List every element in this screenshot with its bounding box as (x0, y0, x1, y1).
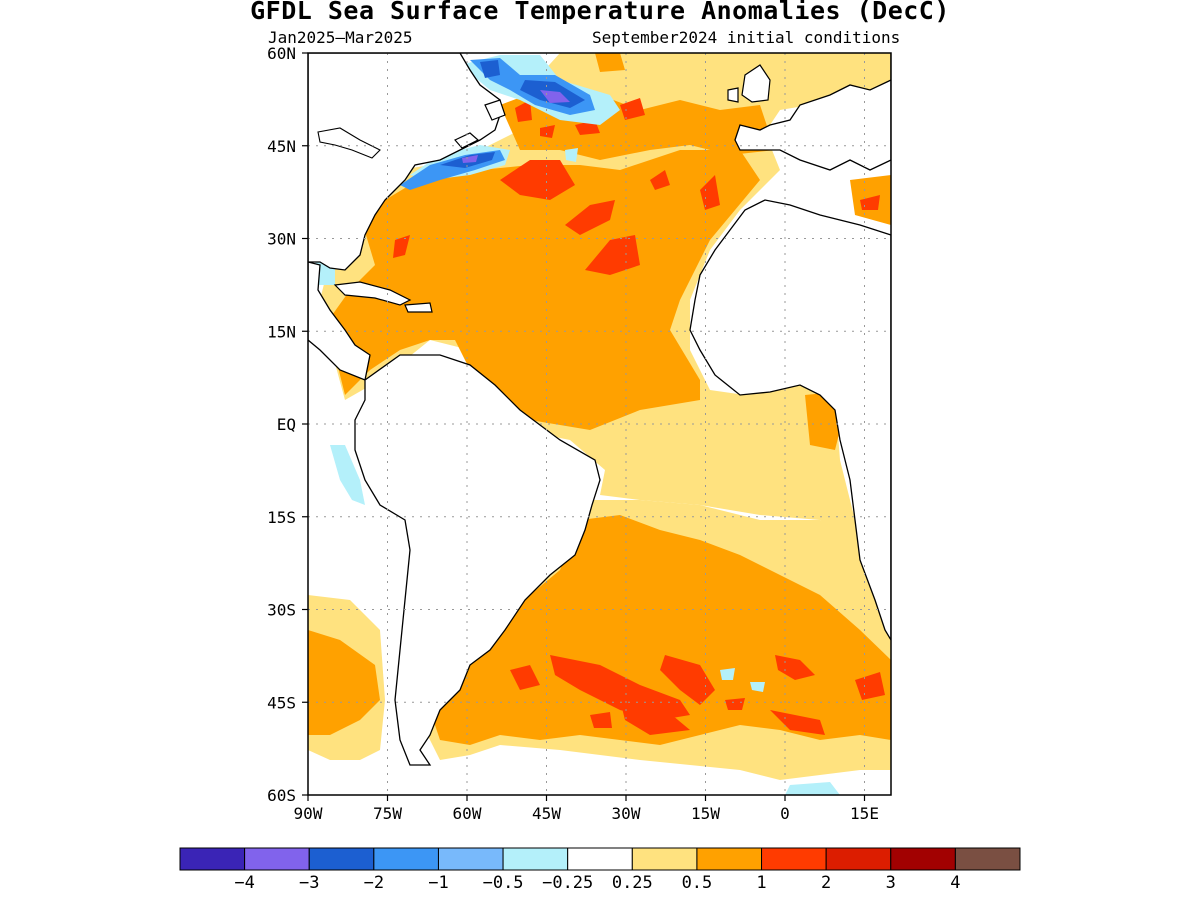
anomaly-region-2-south (510, 655, 885, 735)
anomaly-region-1-north (325, 150, 760, 430)
colorbar-swatch (890, 847, 956, 871)
anomaly-field (308, 53, 891, 795)
land-nova-scotia (454, 132, 480, 149)
colorbar-swatch (502, 847, 569, 871)
colorbar-label: −1 (428, 873, 448, 893)
lat-tick-label: 15S (267, 508, 296, 527)
lat-tick-label: EQ (277, 415, 296, 434)
lat-tick-label: 15N (267, 322, 296, 341)
colorbar-label: −0.5 (483, 873, 524, 893)
lat-tick-label: 30S (267, 601, 296, 620)
longitude-axis: 90W 75W 60W 45W 30W 15W 0 15E (294, 795, 879, 823)
colorbar-label: 2 (821, 873, 831, 893)
colorbar-swatch (373, 847, 439, 871)
colorbar-swatch (761, 847, 827, 871)
colorbar-swatch (179, 847, 246, 871)
anomaly-region-1-south (430, 515, 891, 745)
lat-tick-label: 45S (267, 693, 296, 712)
anomaly-region-2-north-3 (313, 98, 880, 252)
map-title: GFDL Sea Surface Temperature Anomalies (… (250, 0, 950, 25)
anomaly-region-neg-2 (440, 60, 585, 168)
colorbar-swatch (437, 847, 504, 871)
land-cuba (333, 281, 433, 313)
land-europe (734, 53, 891, 171)
anomaly-region-2-north (393, 160, 720, 275)
colorbar-swatch (954, 847, 1021, 871)
lon-tick-label: 0 (780, 804, 790, 823)
colorbar-label: 0.25 (612, 873, 653, 893)
land-newfoundland (484, 99, 506, 121)
lon-tick-label: 15E (850, 804, 879, 823)
land-north-america (308, 53, 501, 271)
forecast-period: Jan2025–Mar2025 (268, 28, 413, 47)
colorbar-swatch (567, 847, 633, 871)
lat-tick-label: 60N (267, 44, 296, 63)
initial-conditions: September2024 initial conditions (592, 28, 901, 47)
anomaly-region-1-sw (308, 630, 380, 735)
colorbar-label: 3 (886, 873, 896, 893)
lon-tick-label: 30W (612, 804, 641, 823)
lon-tick-label: 60W (453, 804, 482, 823)
colorbar-label: −3 (299, 873, 319, 893)
colorbar-label: −2 (364, 873, 384, 893)
colorbar-label: 4 (950, 873, 960, 893)
colorbar-swatch (696, 847, 763, 871)
colorbar-label: −0.25 (542, 873, 593, 893)
anomaly-region-neg-0.25-south (720, 668, 840, 795)
colorbar-label: 0.5 (682, 873, 713, 893)
colorbar: −4 −3 −2 −1 −0.5 −0.25 0.25 0.5 1 2 3 4 (179, 847, 1021, 893)
land-africa (689, 199, 891, 642)
colorbar-swatch (308, 847, 375, 871)
land-uk-ireland (727, 64, 771, 103)
colorbar-swatch (631, 847, 698, 871)
lon-tick-label: 90W (294, 804, 323, 823)
lat-tick-label: 45N (267, 137, 296, 156)
lon-tick-label: 15W (691, 804, 720, 823)
colorbar-swatch (244, 847, 310, 871)
lon-tick-label: 45W (532, 804, 561, 823)
lon-tick-label: 75W (373, 804, 402, 823)
lat-tick-label: 60S (267, 786, 296, 805)
colorbar-swatch (825, 847, 892, 871)
land-great-lakes (317, 127, 381, 159)
latitude-axis: 60N 45N 30N 15N EQ 15S 30S 45S 60S (267, 44, 308, 805)
colorbar-label: −4 (234, 873, 254, 893)
land-central-america (308, 261, 371, 381)
graticule (308, 53, 891, 795)
lat-tick-label: 30N (267, 230, 296, 249)
anomaly-region-neg-3 (462, 90, 570, 163)
colorbar-label: 1 (756, 873, 766, 893)
